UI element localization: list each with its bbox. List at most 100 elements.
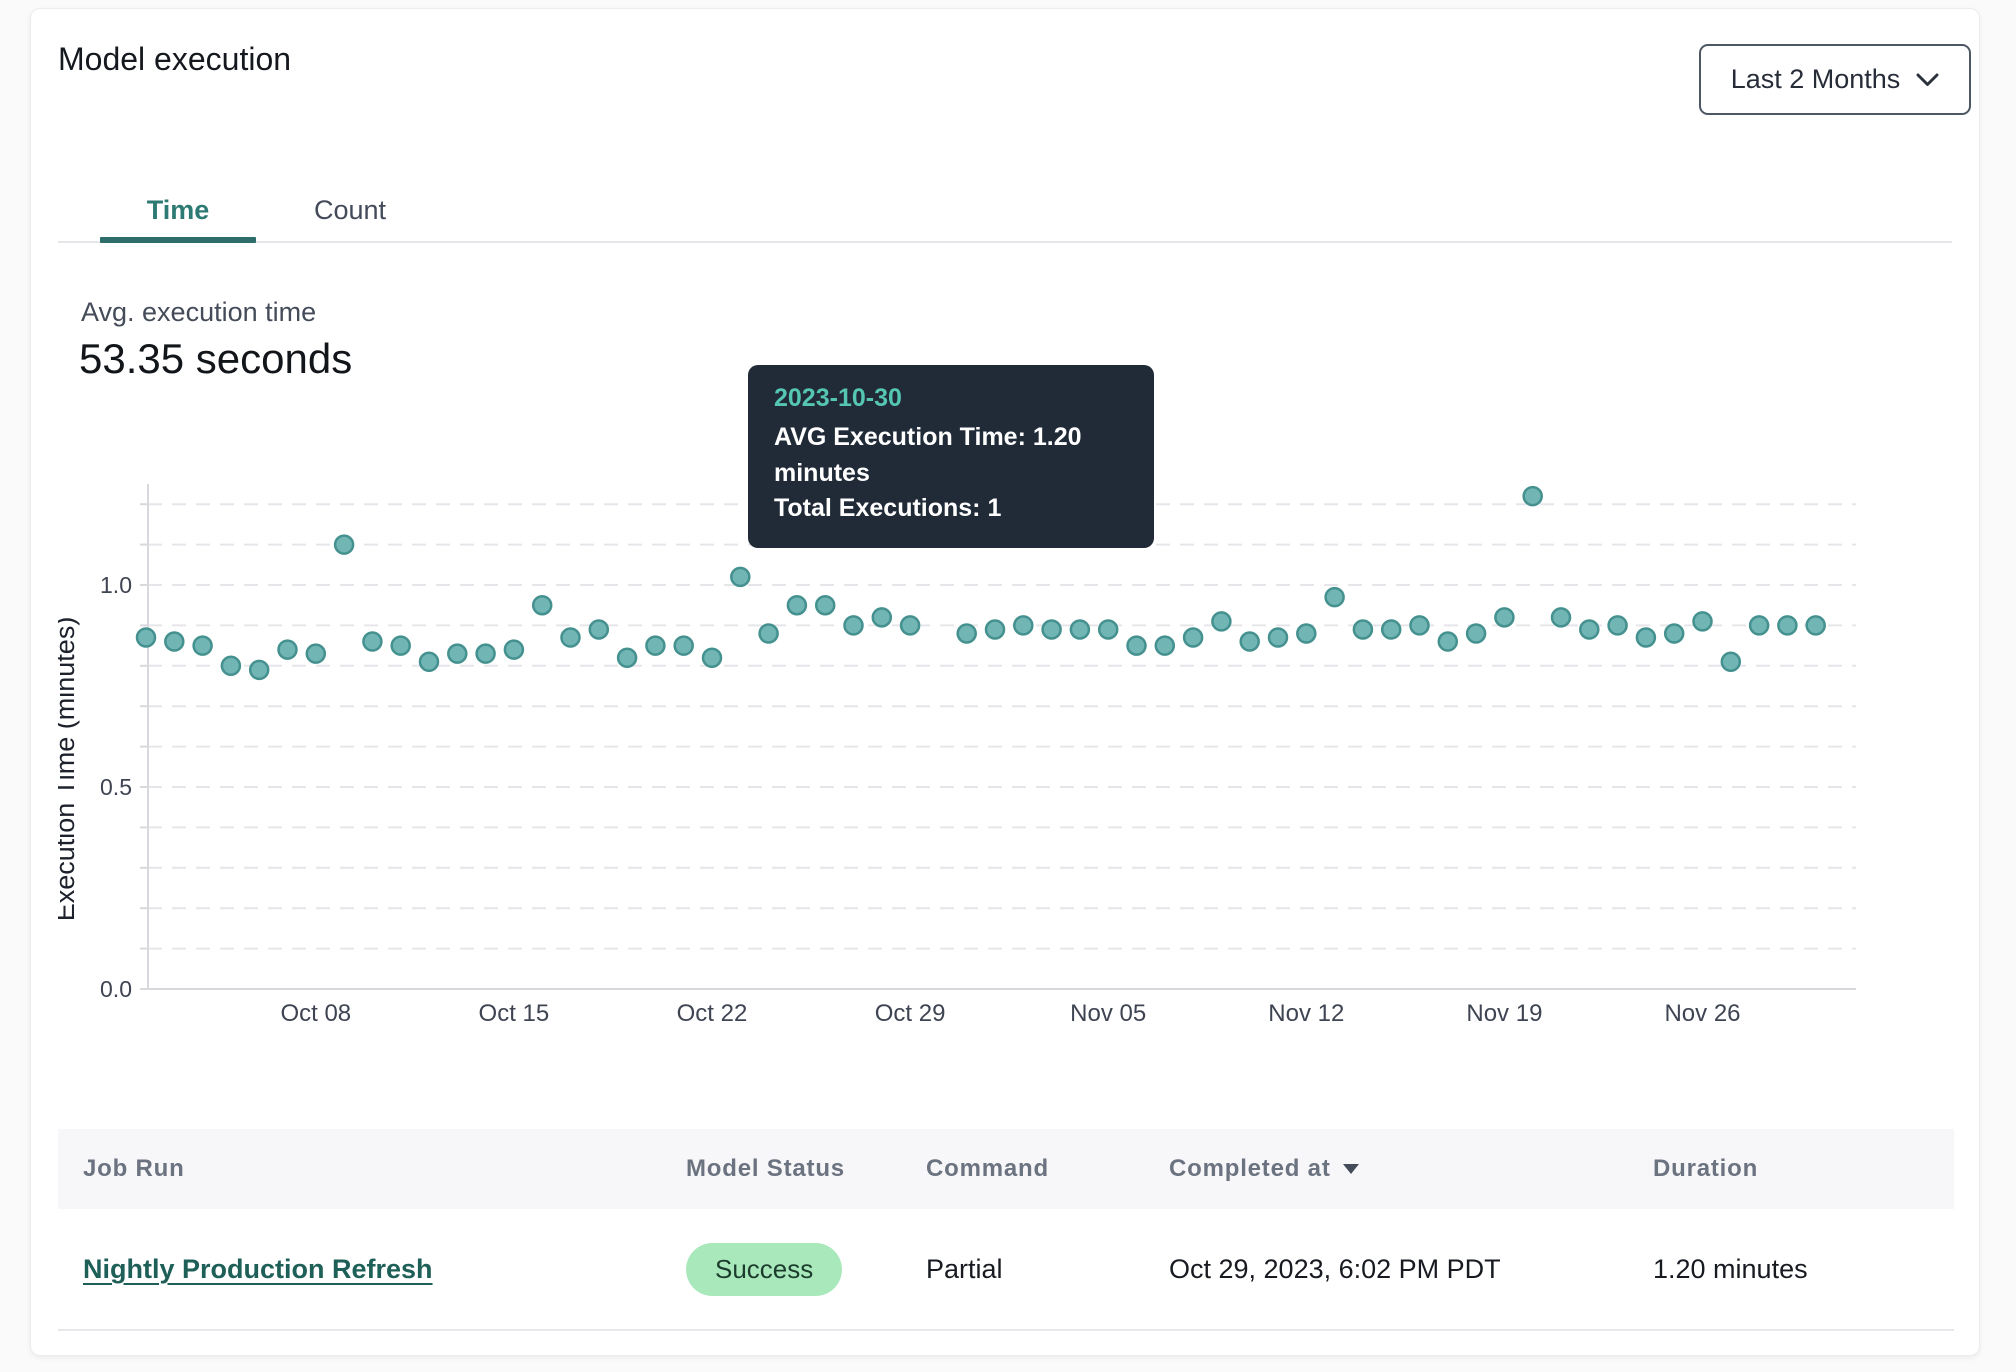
data-point[interactable]: [1579, 619, 1600, 640]
column-header-command[interactable]: Command: [926, 1155, 1049, 1182]
data-point[interactable]: [1663, 623, 1685, 644]
data-point[interactable]: [503, 639, 525, 660]
data-point[interactable]: [1465, 623, 1487, 644]
data-point[interactable]: [1720, 651, 1742, 673]
table-row: Nightly Production Refresh Success Parti…: [58, 1209, 1954, 1331]
data-point[interactable]: [277, 639, 298, 660]
x-tick-label: Nov 05: [1070, 1000, 1146, 1027]
tab-time[interactable]: Time: [100, 179, 256, 243]
data-point[interactable]: [588, 619, 610, 640]
tooltip-total-executions: Total Executions: 1: [774, 494, 1002, 522]
data-point[interactable]: [1211, 611, 1232, 632]
column-header-model-status[interactable]: Model Status: [686, 1155, 845, 1182]
data-point[interactable]: [362, 631, 383, 652]
data-point[interactable]: [1805, 615, 1826, 636]
column-header-duration[interactable]: Duration: [1653, 1155, 1759, 1182]
data-point[interactable]: [1437, 631, 1459, 652]
tab-time-label: Time: [146, 194, 210, 225]
data-point[interactable]: [616, 647, 638, 668]
data-point[interactable]: [1296, 623, 1317, 644]
tab-count[interactable]: Count: [282, 179, 418, 241]
data-point[interactable]: [305, 643, 327, 664]
data-point[interactable]: [1182, 627, 1204, 648]
x-tick-label: Oct 08: [280, 1000, 351, 1027]
data-point[interactable]: [843, 615, 864, 636]
data-point[interactable]: [164, 631, 185, 652]
data-point[interactable]: [1324, 586, 1345, 608]
job-run-link[interactable]: Nightly Production Refresh: [83, 1253, 433, 1284]
tooltip-avg-execution: AVG Execution Time: 1.20 minutes: [774, 423, 1082, 487]
x-tick-label: Nov 19: [1466, 1000, 1542, 1027]
data-point[interactable]: [1267, 627, 1289, 648]
y-tick-label: 0.5: [100, 774, 132, 800]
avg-execution-time-value: 53.35 seconds: [79, 335, 353, 382]
status-badge: Success: [686, 1242, 843, 1296]
duration-cell: 1.20 minutes: [1653, 1253, 1808, 1284]
execution-time-chart[interactable]: 0.0 0.5 1.0 Execution Time (minutes) Oct 08 O…: [50, 469, 1908, 1039]
data-point[interactable]: [730, 566, 751, 588]
data-point[interactable]: [1607, 615, 1628, 636]
data-point[interactable]: [220, 655, 242, 677]
chevron-down-icon: [1916, 73, 1939, 86]
data-point[interactable]: [248, 659, 270, 681]
data-point[interactable]: [1522, 485, 1543, 507]
data-point[interactable]: [531, 594, 553, 616]
data-point[interactable]: [390, 635, 411, 656]
data-point[interactable]: [1126, 635, 1147, 656]
job-runs-table: Job Run Model Status Command Completed a…: [58, 1129, 1954, 1331]
data-point[interactable]: [560, 627, 581, 648]
data-point[interactable]: [1154, 635, 1176, 656]
data-point[interactable]: [673, 635, 694, 656]
data-point[interactable]: [1013, 615, 1034, 636]
page-title: Model execution: [58, 41, 292, 77]
x-tick-label: Oct 15: [479, 1000, 550, 1027]
data-point[interactable]: [1239, 631, 1260, 652]
data-point[interactable]: [418, 651, 440, 673]
model-execution-card: Model execution Last 2 Months Time Count…: [30, 8, 1980, 1356]
data-point[interactable]: [701, 647, 723, 668]
data-point[interactable]: [475, 643, 496, 664]
x-tick-label: Nov 26: [1664, 1000, 1740, 1027]
tooltip-date: 2023-10-30: [774, 384, 902, 412]
data-point[interactable]: [135, 627, 157, 648]
sort-desc-icon: [1342, 1164, 1359, 1174]
column-header-completed-at[interactable]: Completed at: [1144, 1155, 1628, 1183]
data-point[interactable]: [1777, 615, 1798, 636]
active-tab-underline: [100, 237, 256, 243]
date-range-value: Last 2 Months: [1730, 64, 1901, 94]
y-axis-title: Execution Time (minutes): [58, 617, 80, 922]
data-point[interactable]: [1748, 615, 1770, 636]
data-point[interactable]: [645, 635, 666, 656]
data-point[interactable]: [1069, 619, 1091, 640]
data-point[interactable]: [984, 619, 1006, 640]
data-point[interactable]: [814, 594, 836, 616]
command-cell: Partial: [926, 1253, 1003, 1284]
data-point[interactable]: [333, 534, 355, 555]
table-header-row: Job Run Model Status Command Completed a…: [58, 1129, 1954, 1209]
data-point[interactable]: [1550, 607, 1572, 628]
chart-tabs: Time Count: [58, 179, 1952, 243]
tab-count-label: Count: [314, 194, 387, 225]
data-point[interactable]: [1352, 619, 1374, 640]
data-point[interactable]: [447, 643, 468, 664]
data-point[interactable]: [1409, 615, 1430, 636]
data-point[interactable]: [192, 635, 213, 656]
x-tick-label: Oct 22: [677, 1000, 748, 1027]
avg-execution-time-label: Avg. execution time: [81, 297, 317, 327]
data-point[interactable]: [786, 594, 808, 616]
data-point[interactable]: [1635, 627, 1657, 648]
column-header-job-run[interactable]: Job Run: [83, 1155, 185, 1182]
date-range-dropdown[interactable]: Last 2 Months: [1699, 44, 1971, 115]
data-point[interactable]: [758, 623, 779, 644]
data-point[interactable]: [1494, 607, 1515, 628]
data-point[interactable]: [1380, 619, 1402, 640]
data-point[interactable]: [899, 615, 921, 636]
x-tick-label: Oct 29: [875, 1000, 946, 1027]
data-point[interactable]: [1041, 619, 1062, 640]
y-tick-label: 1.0: [100, 572, 132, 598]
data-point[interactable]: [871, 607, 893, 628]
data-point[interactable]: [1692, 611, 1713, 632]
y-tick-label: 0.0: [100, 976, 132, 1002]
data-point[interactable]: [1097, 619, 1119, 640]
data-point[interactable]: [956, 623, 977, 644]
